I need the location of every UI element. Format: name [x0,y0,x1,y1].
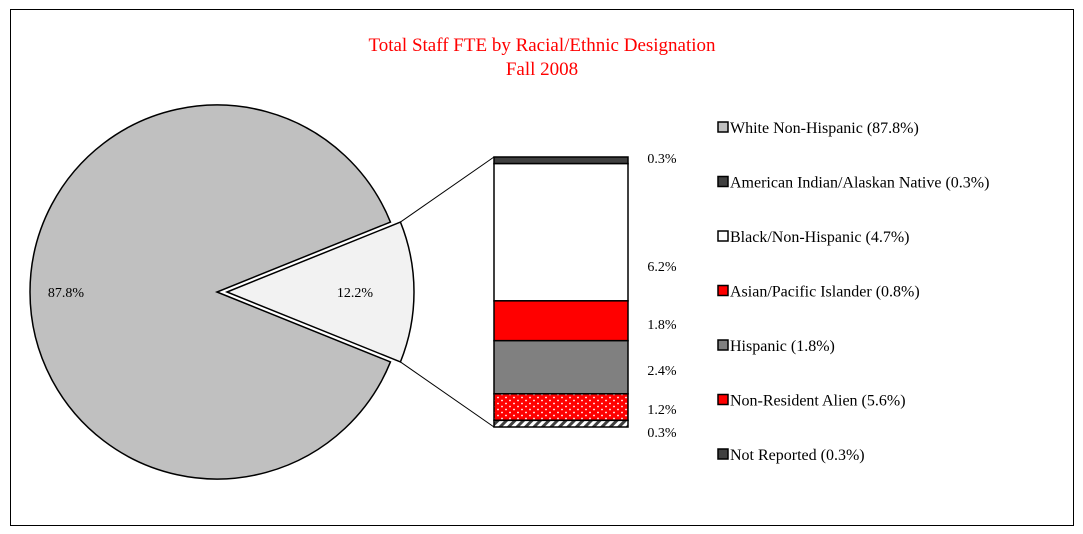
legend-swatch [717,230,729,242]
bar-segment [493,393,629,422]
connector-lines [400,156,495,428]
pie-label-main: 87.8% [48,286,85,301]
legend-swatch [717,175,729,188]
legend-entry: American Indian/Alaskan Native (0.3%) [730,175,989,192]
bar-segment-label: 0.3% [647,426,677,441]
legend-swatch [717,284,729,297]
breakdown-bar: 0.3% 6.2% 1.8% 2.4% 1.2% 0.3% [493,152,677,441]
bar-segment-label: 2.4% [647,364,677,379]
legend-swatch [717,339,729,351]
bar-segment [493,419,629,428]
legend-entry: Asian/Pacific Islander (0.8%) [730,284,920,301]
bar-segment [493,156,629,165]
bar-segment-label: 1.2% [647,403,677,418]
bar-segment [493,162,629,302]
legend-entry: Not Reported (0.3%) [730,447,865,464]
bar-segment-label: 0.3% [647,152,677,167]
bar-segment-label: 1.8% [647,318,677,333]
pie: 87.8% 12.2% [29,104,415,480]
legend-entry: Hispanic (1.8%) [730,338,835,355]
chart-title: Total Staff FTE by Racial/Ethnic Designa… [368,35,716,56]
legend-entry: Black/Non-Hispanic (4.7%) [730,229,910,246]
legend: White Non-Hispanic (87.8%) American India… [717,120,989,464]
chart-subtitle: Fall 2008 [506,59,578,80]
pie-slice-other [224,221,415,363]
legend-entry: White Non-Hispanic (87.8%) [730,120,919,137]
legend-swatch [717,121,729,133]
bar-segment [493,339,629,395]
connector-line-bottom [400,361,495,428]
bar-segment [493,300,629,342]
connector-line-top [400,156,495,223]
pie-slice-main [29,104,392,480]
pie-label-other: 12.2% [337,286,374,301]
bar-segment-label: 6.2% [647,260,677,275]
legend-swatch [717,393,729,406]
legend-entry: Non-Resident Alien (5.6%) [730,393,906,410]
legend-swatch [717,448,729,460]
